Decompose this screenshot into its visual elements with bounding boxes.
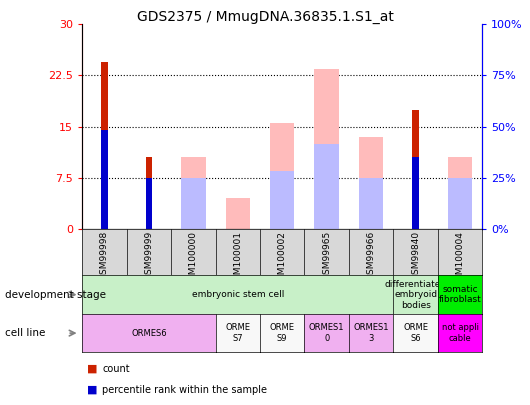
Text: ORME
S6: ORME S6 — [403, 324, 428, 343]
Bar — [412, 157, 419, 229]
Bar — [146, 157, 152, 229]
Text: cell line: cell line — [5, 328, 46, 338]
Text: ■: ■ — [87, 385, 98, 394]
Text: ORME
S9: ORME S9 — [270, 324, 295, 343]
Bar — [448, 178, 472, 229]
Bar — [270, 123, 295, 229]
Bar — [314, 68, 339, 229]
Bar — [359, 137, 383, 229]
Bar — [359, 178, 383, 229]
Bar — [146, 178, 152, 229]
Text: GSM99999: GSM99999 — [144, 231, 153, 280]
Bar — [314, 144, 339, 229]
Bar — [101, 62, 108, 229]
Text: somatic
fibroblast: somatic fibroblast — [439, 285, 481, 304]
Text: ■: ■ — [87, 364, 98, 373]
Text: GSM100002: GSM100002 — [278, 231, 287, 286]
Text: ORMES1
3: ORMES1 3 — [354, 324, 389, 343]
Bar — [270, 171, 295, 229]
Text: count: count — [102, 364, 130, 373]
Text: GDS2375 / MmugDNA.36835.1.S1_at: GDS2375 / MmugDNA.36835.1.S1_at — [137, 10, 393, 24]
Bar — [226, 198, 250, 229]
Text: ORME
S7: ORME S7 — [225, 324, 250, 343]
Text: differentiated
embryoid
bodies: differentiated embryoid bodies — [385, 280, 447, 309]
Text: ORMES1
0: ORMES1 0 — [309, 324, 344, 343]
Text: GSM100001: GSM100001 — [233, 231, 242, 286]
Bar — [101, 130, 108, 229]
Text: GSM100004: GSM100004 — [456, 231, 465, 286]
Text: ORMES6: ORMES6 — [131, 328, 166, 338]
Bar — [448, 157, 472, 229]
Bar — [412, 109, 419, 229]
Text: GSM99965: GSM99965 — [322, 231, 331, 280]
Text: not appli
cable: not appli cable — [441, 324, 479, 343]
Text: percentile rank within the sample: percentile rank within the sample — [102, 385, 267, 394]
Text: embryonic stem cell: embryonic stem cell — [191, 290, 284, 299]
Text: development stage: development stage — [5, 290, 107, 300]
Bar — [181, 178, 206, 229]
Text: GSM99998: GSM99998 — [100, 231, 109, 280]
Text: GSM99966: GSM99966 — [367, 231, 376, 280]
Text: GSM99840: GSM99840 — [411, 231, 420, 280]
Text: GSM100000: GSM100000 — [189, 231, 198, 286]
Bar — [181, 157, 206, 229]
